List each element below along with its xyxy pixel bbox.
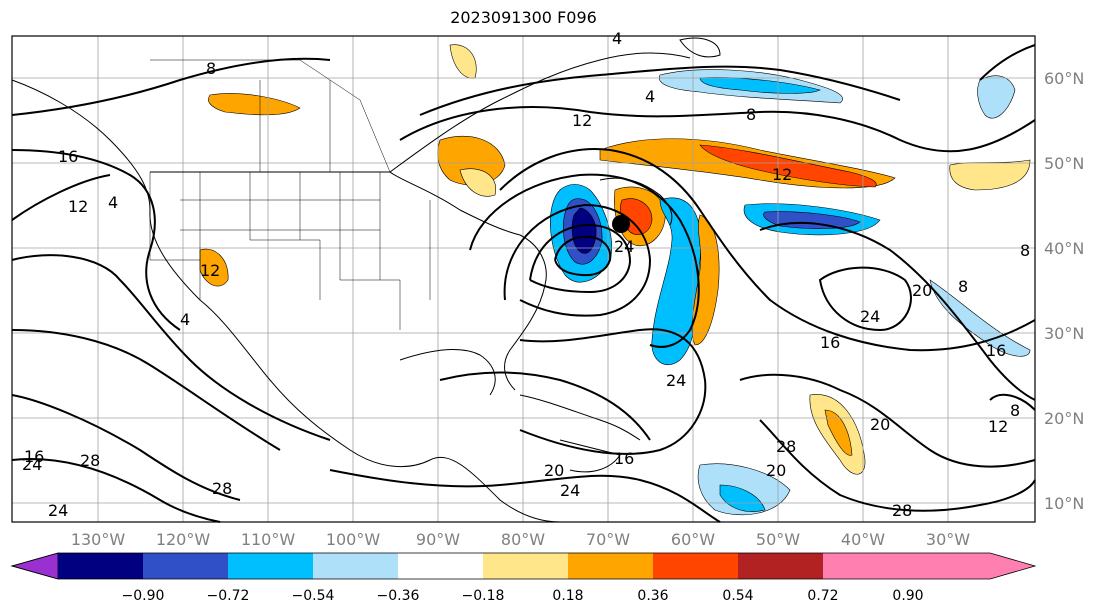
colorbar-tick-label: 0.54 (722, 588, 753, 604)
colorbar-tick-label: −0.72 (207, 588, 250, 604)
colorbar-bin (398, 553, 483, 579)
map-border (11, 35, 1036, 523)
longitude-label: 120°W (156, 530, 211, 549)
contour-label: 4 (612, 29, 622, 48)
longitude-label: 40°W (841, 530, 885, 549)
positive-anomaly-east-canada (459, 168, 497, 197)
latitude-label: 10°N (1044, 494, 1084, 513)
latitude-label: 30°N (1044, 324, 1084, 343)
longitude-label: 80°W (501, 530, 545, 549)
longitude-label: 50°W (756, 530, 800, 549)
contour-label: 24 (48, 501, 68, 520)
contour-lines (11, 44, 1036, 523)
positive-anomaly-subtropical-core (824, 409, 853, 456)
colorbar-bin (228, 553, 313, 579)
colorbar-extend-high (908, 553, 1035, 579)
colorbar-tick-label: 0.18 (552, 588, 583, 604)
colorbar-bin (568, 553, 653, 579)
positive-anomaly-jet-core (699, 144, 877, 188)
colorbar-tick-label: −0.90 (122, 588, 165, 604)
longitude-label: 60°W (671, 530, 715, 549)
latitude-label: 60°N (1044, 69, 1084, 88)
longitude-axis: 130°W 120°W 110°W 100°W 90°W 80°W 70°W 6… (71, 530, 970, 549)
plot-title: 2023091300 F096 (450, 8, 597, 27)
storm-center-dot (612, 215, 630, 233)
longitude-label: 110°W (241, 530, 296, 549)
contour-label: 8 (746, 105, 756, 124)
contour-label: 12 (772, 165, 792, 184)
colorbar-tick-label: 0.72 (807, 588, 838, 604)
negative-anomaly-east-atlantic (929, 279, 1031, 357)
latitude-axis: 60°N 50°N 40°N 30°N 20°N 10°N (1044, 69, 1084, 513)
latitude-label: 20°N (1044, 409, 1084, 428)
contour-label: 16 (24, 447, 44, 466)
contour-label: 24 (860, 307, 880, 326)
contour-label: 24 (666, 371, 686, 390)
colorbar-bin (653, 553, 738, 579)
colorbar-bin (738, 553, 823, 579)
contour-label-layer: 8 4 12 16 12 4 8 12 4 24 4 16 12 24 28 2… (22, 29, 1030, 520)
contour-label: 16 (58, 147, 78, 166)
colorbar-tick-label: 0.90 (892, 588, 923, 604)
contour-label: 20 (870, 415, 890, 434)
contour-label: 20 (766, 461, 786, 480)
contour-label: 20 (912, 281, 932, 300)
contour-label: 28 (776, 437, 796, 456)
colorbar-bin (313, 553, 398, 579)
longitude-label: 130°W (71, 530, 126, 549)
longitude-label: 100°W (326, 530, 381, 549)
positive-anomaly-mexico-west (199, 248, 229, 287)
contour-label: 12 (572, 111, 592, 130)
positive-anomaly-greenland (949, 159, 1031, 191)
map-panel: 8 4 12 16 12 4 8 12 4 24 4 16 12 24 28 2… (11, 29, 1036, 523)
colorbar-tick-label: −0.36 (377, 588, 420, 604)
colorbar-bin (483, 553, 568, 579)
political-borders (149, 59, 431, 330)
negative-anomaly-caribbean-east (697, 463, 791, 516)
colorbar-tick-label: −0.54 (292, 588, 335, 604)
latitude-label: 40°N (1044, 239, 1084, 258)
contour-label: 8 (1020, 241, 1030, 260)
contour-label: 28 (212, 479, 232, 498)
colorbar-bin (58, 553, 143, 579)
contour-label: 24 (614, 237, 634, 256)
positive-anomaly-west-canada (208, 93, 301, 116)
contour-label: 8 (206, 59, 216, 78)
longitude-label: 70°W (586, 530, 630, 549)
contour-label: 8 (958, 277, 968, 296)
negative-anomaly-labrador-core (699, 77, 821, 94)
colorbar: −0.90 −0.72 −0.54 −0.36 −0.18 0.18 0.36 … (10, 552, 1037, 604)
colorbar-bin (143, 553, 228, 579)
latitude-label: 50°N (1044, 154, 1084, 173)
contour-label: 20 (544, 461, 564, 480)
contour-label: 28 (80, 451, 100, 470)
longitude-label: 30°W (926, 530, 970, 549)
contour-label: 24 (22, 455, 42, 474)
contour-label: 4 (108, 193, 118, 212)
colorbar-tick-label: 0.36 (637, 588, 668, 604)
contour-label: 24 (560, 481, 580, 500)
contour-label: 16 (614, 449, 634, 468)
contour-label: 4 (645, 87, 655, 106)
contour-label: 12 (200, 261, 220, 280)
contour-label: 12 (68, 197, 88, 216)
colorbar-extend-low (10, 552, 59, 580)
contour-label: 4 (180, 310, 190, 329)
contour-label: 28 (892, 501, 912, 520)
contour-label: 8 (1010, 401, 1020, 420)
longitude-label: 90°W (416, 530, 460, 549)
colorbar-outline (10, 552, 1037, 580)
contour-label: 12 (988, 417, 1008, 436)
colorbar-tick-label: −0.18 (462, 588, 505, 604)
negative-anomaly-caribbean-core (719, 484, 766, 512)
negative-anomaly-east-north-atlantic (977, 75, 1016, 119)
contour-label: 16 (986, 341, 1006, 360)
contour-label: 16 (820, 333, 840, 352)
shaded-field-layer (199, 44, 1031, 516)
colorbar-bin (823, 553, 908, 579)
positive-anomaly-east-band (691, 214, 720, 346)
